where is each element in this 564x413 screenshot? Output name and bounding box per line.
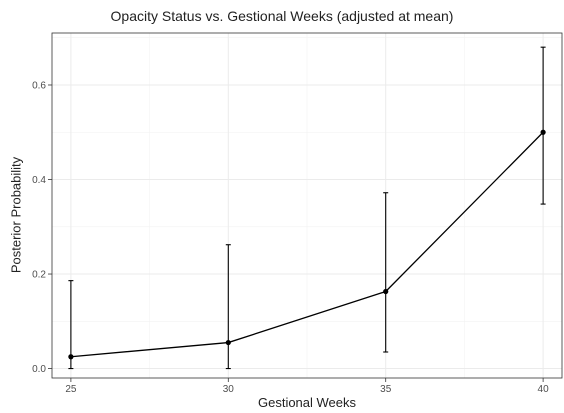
series-line	[70, 131, 544, 358]
y-axis-label: Posterior Probability	[8, 156, 24, 274]
series-line-group	[70, 131, 544, 358]
y-tick-label: 0.0	[32, 364, 46, 375]
y-tick-label: 0.2	[32, 270, 46, 281]
error-bars	[68, 46, 546, 370]
x-tick-label: 35	[380, 384, 392, 395]
y-tick-label: 0.4	[32, 175, 46, 186]
data-point	[225, 339, 231, 346]
panel-border	[51, 32, 563, 379]
data-point	[540, 129, 546, 135]
x-tick-label: 40	[538, 384, 550, 395]
x-axis-ticks: 25 30 35 40	[65, 378, 549, 395]
y-tick-label: 0.6	[32, 80, 46, 91]
x-tick-label: 25	[65, 384, 77, 395]
data-point	[68, 354, 74, 360]
x-tick-label: 30	[223, 384, 235, 395]
data-points	[68, 129, 546, 360]
grid-minor	[52, 33, 562, 378]
chart-title: Opacity Status vs. Gestional Weeks (adju…	[110, 8, 454, 24]
y-axis-ticks: 0.0 0.2 0.4 0.6	[32, 80, 52, 375]
x-axis-label: Gestional Weeks	[257, 395, 357, 410]
data-point	[383, 288, 389, 295]
